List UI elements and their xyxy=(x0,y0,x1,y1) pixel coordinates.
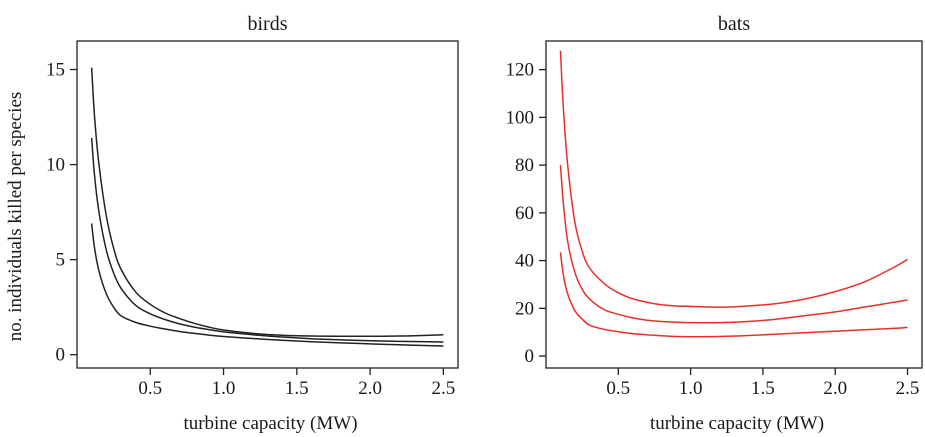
y-tick-label: 20 xyxy=(515,298,534,319)
x-axis-label: turbine capacity (MW) xyxy=(183,413,357,434)
x-axis-label: turbine capacity (MW) xyxy=(650,413,824,434)
x-tick-label: 0.5 xyxy=(606,378,630,399)
y-tick-label: 15 xyxy=(46,60,65,81)
panel-1: bats 0.5 1.0 1.5 2.0 2.5 0 20 40 60 80 100 120 turbin… xyxy=(506,13,923,434)
chart-title: bats xyxy=(718,13,750,35)
x-tick-label: 2.5 xyxy=(431,378,455,399)
x-tick-label: 0.5 xyxy=(138,378,162,399)
x-tick-label: 1.0 xyxy=(212,378,236,399)
y-tick-label: 100 xyxy=(506,107,535,128)
y-tick-label: 80 xyxy=(515,155,534,176)
x-tick-label: 1.5 xyxy=(751,378,775,399)
x-tick-label: 1.5 xyxy=(285,378,309,399)
x-tick-label: 1.0 xyxy=(679,378,703,399)
y-tick-label: 0 xyxy=(56,345,66,366)
y-tick-label: 0 xyxy=(525,346,535,367)
series-line-2 xyxy=(559,252,908,338)
series-line-1 xyxy=(90,137,444,343)
x-tick-label: 2.0 xyxy=(823,378,847,399)
series-line-2 xyxy=(90,223,444,347)
y-tick-label: 120 xyxy=(506,60,535,81)
x-tick-label: 2.5 xyxy=(896,378,920,399)
y-tick-label: 10 xyxy=(46,155,65,176)
series-line-1 xyxy=(559,165,908,324)
y-tick-label: 5 xyxy=(56,250,66,271)
plot-frame xyxy=(76,40,459,369)
panel-0: birds 0.5 1.0 1.5 2.0 2.5 0 5 10 15 turbine capaci… xyxy=(5,13,459,434)
y-tick-label: 60 xyxy=(515,203,534,224)
x-tick-label: 2.0 xyxy=(358,378,382,399)
plot-frame xyxy=(545,40,923,369)
series-line-0 xyxy=(90,67,444,338)
chart-title: birds xyxy=(248,13,288,35)
y-tick-label: 40 xyxy=(515,251,534,272)
y-axis-label: no. individuals killed per species xyxy=(5,92,26,342)
series-line-0 xyxy=(559,50,908,308)
